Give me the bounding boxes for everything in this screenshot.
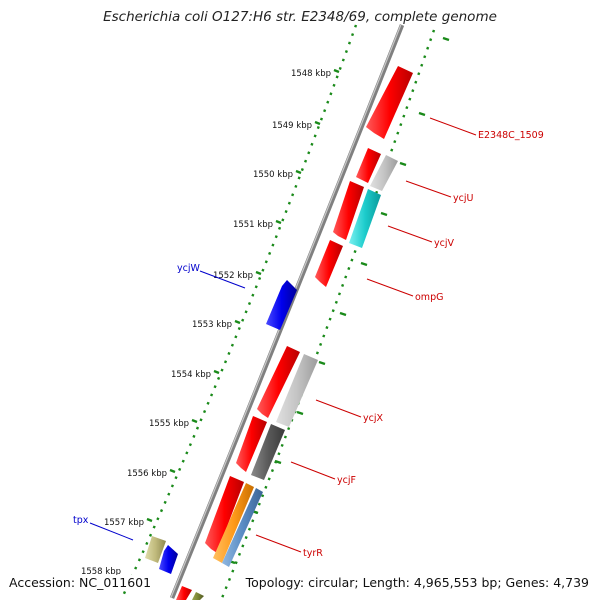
- gene-tyrr-orange: [213, 483, 254, 563]
- gene-ycju-grey: [370, 155, 398, 191]
- gene-e2348c-1509: [366, 66, 413, 139]
- tick-marks: [146, 36, 450, 565]
- tick-label: 1552 kbp: [213, 271, 253, 281]
- gene-label: ycjV: [434, 238, 454, 249]
- gene-labels: E2348C_1509 ycjU ycjV ycjW ompG ycjX ycj…: [73, 130, 544, 559]
- gene-red-bottom: [176, 586, 192, 600]
- tick-label: 1550 kbp: [253, 170, 293, 180]
- tick-label: 1548 kbp: [291, 69, 331, 79]
- tick-label: 1549 kbp: [272, 121, 312, 131]
- tick-label: 1557 kbp: [104, 518, 144, 528]
- tick-label: 1551 kbp: [233, 220, 273, 230]
- accession-label: Accession: NC_011601: [9, 575, 152, 590]
- gene-label: ycjX: [363, 413, 383, 424]
- tick-label: 1554 kbp: [171, 370, 211, 380]
- gene-ycjv-cyan: [349, 189, 381, 248]
- gene-ycjf-red: [236, 416, 267, 472]
- gene-ycjx-red: [257, 346, 300, 418]
- gene-ycjf-grey: [251, 424, 285, 480]
- gene-label: ompG: [415, 292, 443, 303]
- gene-tyrr-red: [205, 476, 244, 553]
- gene-tpx-khaki: [145, 536, 166, 563]
- gene-label: tyrR: [303, 548, 323, 559]
- gene-ycjv-red: [333, 181, 364, 240]
- gene-ycju-red: [356, 148, 381, 183]
- gene-features: [145, 66, 413, 600]
- gene-label: ycjW: [177, 263, 200, 274]
- tick-labels: 1548 kbp 1549 kbp 1550 kbp 1551 kbp 1552…: [81, 69, 331, 577]
- gene-ycjw: [266, 280, 297, 330]
- gene-label: tpx: [73, 515, 89, 526]
- gene-ycjx-grey: [276, 354, 318, 427]
- gene-olive-bottom: [192, 592, 204, 600]
- topology-label: Topology: circular; Length: 4,965,553 bp…: [245, 575, 589, 590]
- gene-tpx: [159, 545, 178, 574]
- tick-label: 1555 kbp: [149, 419, 189, 429]
- tick-label: 1556 kbp: [127, 469, 167, 479]
- gene-label: ycjU: [453, 193, 473, 204]
- gene-tyrr-steel: [222, 488, 263, 567]
- inner-ruler: [120, 24, 358, 599]
- gene-ompg: [315, 240, 343, 287]
- label-leaders: [89, 117, 477, 553]
- tick-label: 1553 kbp: [192, 320, 232, 330]
- gene-label: E2348C_1509: [478, 130, 544, 141]
- map-title: Escherichia coli O127:H6 str. E2348/69, …: [103, 9, 497, 25]
- gene-label: ycjF: [337, 475, 356, 486]
- tick-label: 1558 kbp: [81, 567, 121, 577]
